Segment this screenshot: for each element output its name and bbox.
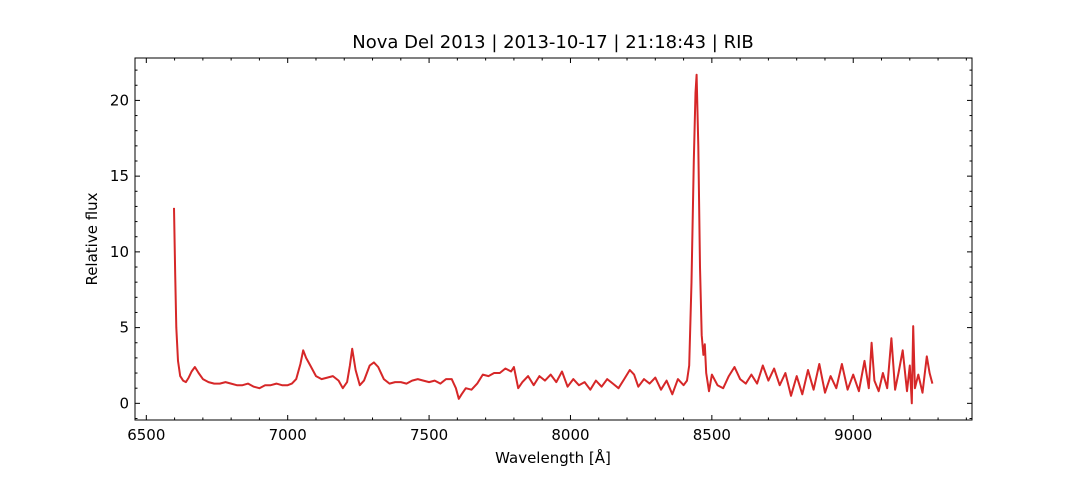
- y-tick-label: 5: [119, 319, 129, 337]
- plot-line-group: [173, 73, 934, 405]
- y-axis-label: Relative flux: [83, 192, 101, 285]
- x-axis: 6500 7000 7500 8000 8500 9000: [127, 58, 967, 444]
- y-axis: 0 5 10 15 20: [110, 69, 972, 419]
- x-tick-label: 7000: [269, 426, 307, 444]
- spectrum-series-line-0: [173, 73, 934, 405]
- x-axis-label: Wavelength [Å]: [495, 448, 611, 467]
- chart-title: Nova Del 2013 | 2013-10-17 | 21:18:43 | …: [352, 32, 753, 53]
- y-tick-label: 20: [110, 91, 129, 109]
- y-tick-label: 10: [110, 243, 129, 261]
- x-tick-label: 6500: [127, 426, 165, 444]
- x-tick-label: 7500: [410, 426, 448, 444]
- plot-frame: [134, 57, 973, 421]
- x-tick-label: 9000: [834, 426, 872, 444]
- x-tick-label: 8500: [693, 426, 731, 444]
- x-tick-label: 8000: [551, 426, 589, 444]
- y-tick-label: 0: [119, 394, 129, 412]
- y-tick-label: 15: [110, 167, 129, 185]
